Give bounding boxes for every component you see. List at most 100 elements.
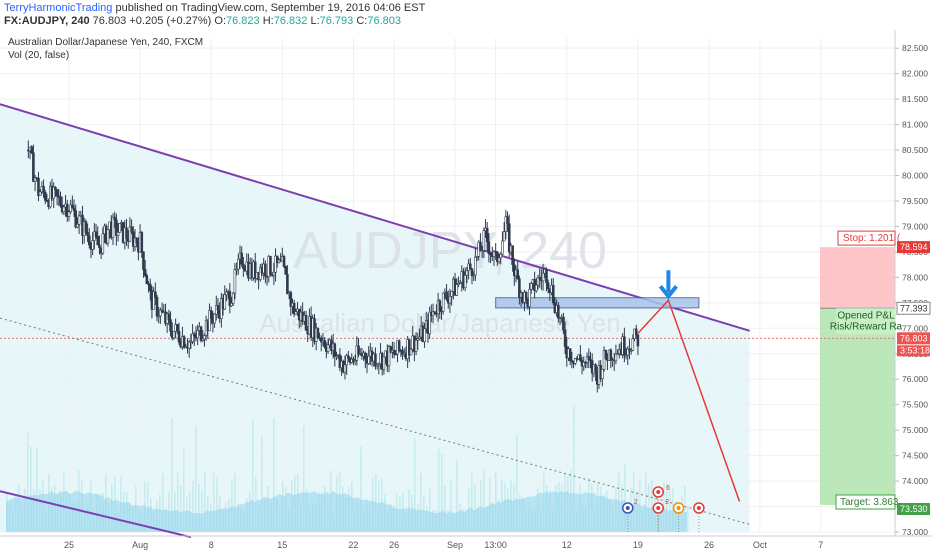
- channel-lower-line[interactable]: [0, 490, 192, 539]
- candle-body: [589, 359, 592, 361]
- candle-body: [172, 330, 176, 339]
- candle-body: [62, 206, 66, 213]
- time-tick-label: 12: [562, 540, 572, 550]
- candle-body: [634, 328, 638, 335]
- volume-bar: [303, 425, 305, 532]
- event-badges[interactable]: 6 2 2: [622, 485, 705, 532]
- time-tick-label: Sep: [447, 540, 463, 550]
- candle-body: [72, 207, 76, 212]
- volume-bar: [198, 483, 200, 532]
- volume-bar: [213, 473, 215, 532]
- candle-body: [76, 224, 79, 228]
- arrow-head: [658, 285, 678, 300]
- volume-bar: [450, 480, 452, 532]
- candle-body: [563, 329, 567, 348]
- candle-body: [316, 327, 320, 339]
- price-tick-label: 75.500: [902, 400, 928, 410]
- volume-bar: [429, 487, 431, 532]
- candle-body: [59, 196, 62, 206]
- volume-bar: [195, 426, 197, 532]
- volume-bar: [147, 481, 149, 532]
- publish-info: published on TradingView.com, September …: [115, 2, 426, 14]
- candle-body: [475, 256, 479, 258]
- volume-bar: [252, 418, 254, 532]
- projection-path[interactable]: [637, 298, 741, 502]
- volume-bar: [441, 453, 443, 532]
- candle-body: [507, 223, 511, 253]
- candle-body: [91, 240, 94, 250]
- time-tick-label: 25: [64, 540, 74, 550]
- price-tick-label: 78.000: [902, 272, 928, 282]
- candle-body: [541, 272, 545, 282]
- volume-bar: [666, 482, 668, 532]
- last-price-tag: [897, 332, 930, 345]
- resistance-zone[interactable]: [495, 297, 700, 309]
- volume-bar: [192, 481, 194, 532]
- watermark-symbol: AUDJPY, 240: [293, 222, 607, 280]
- candle-body: [55, 189, 59, 197]
- volume-bar: [183, 448, 185, 532]
- price-tick-label: 81.000: [902, 120, 928, 130]
- candle-body: [253, 261, 257, 279]
- time-tick-label: 26: [389, 540, 399, 550]
- target-label: Target: 3.863: [840, 497, 899, 508]
- candle-body: [289, 292, 293, 307]
- stop-price-tag: [897, 241, 930, 254]
- candle-body: [363, 352, 367, 360]
- candle-body: [551, 284, 555, 304]
- candle-body: [496, 251, 499, 262]
- candle-body: [392, 349, 396, 355]
- volume-bar: [201, 490, 203, 532]
- candle-body: [501, 240, 504, 255]
- author-link[interactable]: TerryHarmonicTrading: [4, 2, 113, 14]
- candle-body: [142, 251, 145, 270]
- candle-body: [189, 341, 193, 343]
- price-chart[interactable]: AUDJPY, 240 Australian Dollar/Japanese Y…: [0, 30, 932, 550]
- event-badge-dot: [656, 506, 661, 510]
- candle-body: [43, 192, 47, 201]
- candle-body: [573, 357, 577, 364]
- volume-bar: [651, 480, 653, 532]
- candle-body: [568, 348, 572, 361]
- price-tick-label: 82.000: [902, 69, 928, 79]
- ohlc-close-value: 76.803: [367, 15, 402, 27]
- candle-body: [32, 152, 35, 182]
- candle-body: [98, 244, 101, 249]
- opened-pl-label: Opened P&L: [837, 310, 895, 321]
- candle-body: [389, 346, 392, 353]
- candle-body: [231, 292, 235, 304]
- candles: [27, 140, 640, 393]
- volume-ma-area: [6, 490, 687, 532]
- position-labels: Stop: 1.201 ( Opened P&L Risk/Reward Ra …: [830, 230, 931, 516]
- volume-bar: [471, 471, 473, 532]
- candle-body: [463, 274, 467, 289]
- event-badge-dot: [625, 506, 630, 510]
- candle-body: [614, 354, 618, 362]
- stop-price-label: 78.594: [900, 242, 928, 252]
- candle-body: [96, 236, 100, 246]
- candle-body: [441, 292, 445, 312]
- ohlc-low-label: L:: [310, 15, 320, 27]
- symbol-header: FX:AUDJPY, 240 76.803 +0.205 (+0.27%) O:…: [4, 15, 401, 27]
- price-tick-label: 77.000: [902, 323, 928, 333]
- candle-body: [38, 191, 42, 196]
- channel-fill: [0, 104, 750, 533]
- candle-body: [54, 186, 57, 191]
- candle-body: [506, 216, 509, 225]
- candle-body: [74, 210, 78, 228]
- candle-body: [275, 255, 279, 264]
- volume-bar: [633, 472, 635, 532]
- volume-bar: [483, 470, 485, 532]
- channel-upper-line[interactable]: [0, 103, 750, 332]
- candle-body: [487, 241, 491, 255]
- last-price: 76.803: [92, 15, 127, 27]
- entry-price-label: 77.393: [900, 303, 928, 313]
- candle-body: [282, 256, 286, 267]
- volume-bar: [474, 484, 476, 532]
- candle-body: [106, 229, 110, 244]
- legend-volume: Vol (20, false): [8, 50, 69, 61]
- candle-body: [401, 350, 404, 355]
- chart-container[interactable]: AUDJPY, 240 Australian Dollar/Japanese Y…: [0, 30, 932, 550]
- candle-body: [199, 326, 203, 341]
- candle-body: [472, 274, 475, 277]
